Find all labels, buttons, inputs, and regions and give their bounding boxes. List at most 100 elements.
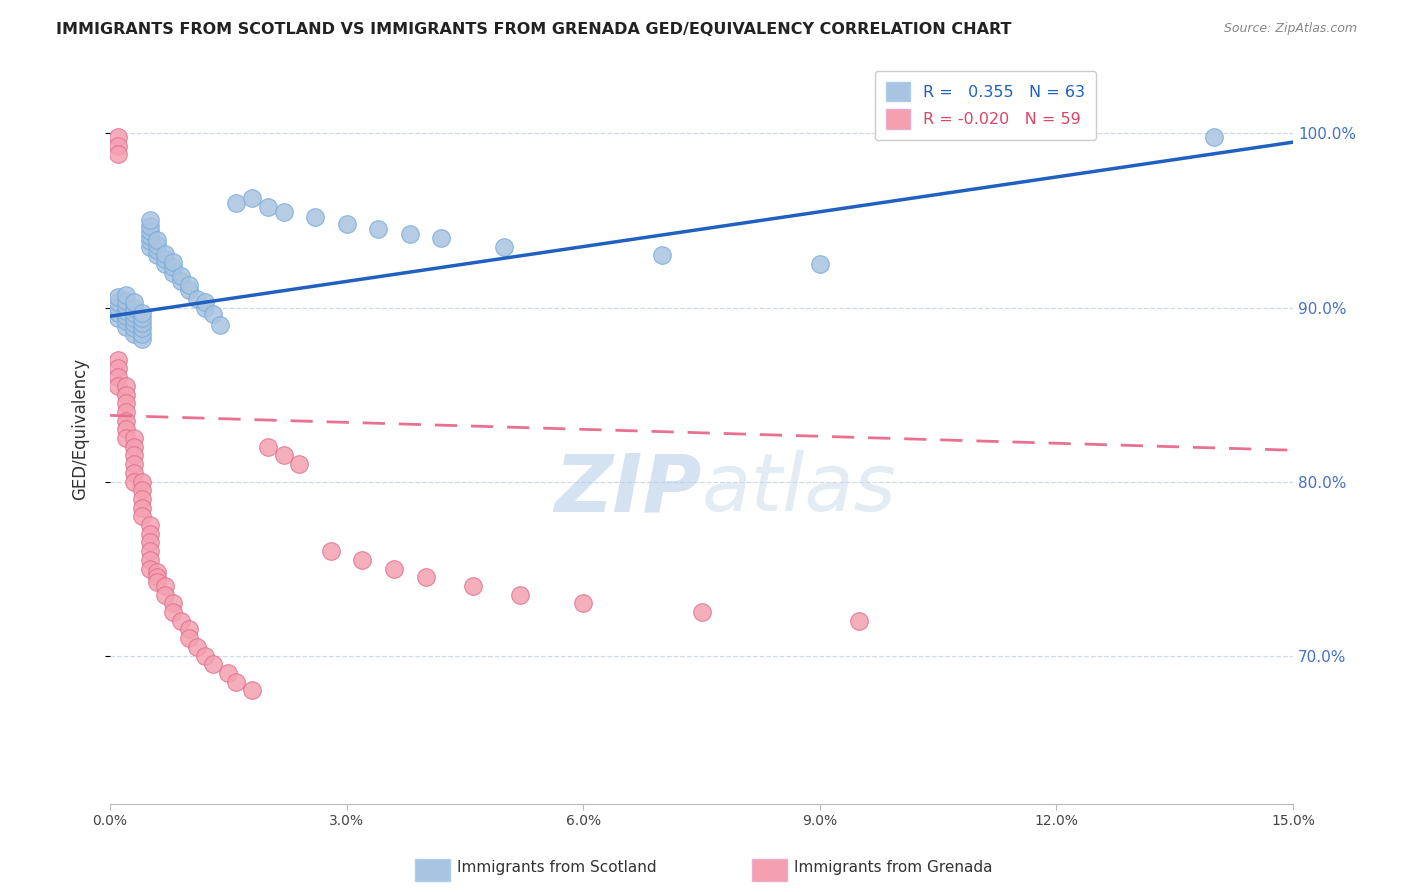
Point: [217, 665, 239, 680]
Point: [273, 449, 295, 463]
Point: [115, 288, 138, 302]
Point: [122, 431, 145, 445]
Point: [186, 640, 208, 654]
Point: [336, 217, 359, 231]
Point: [1204, 130, 1226, 145]
Point: [122, 457, 145, 471]
Point: [155, 579, 177, 593]
Point: [808, 257, 831, 271]
Point: [494, 239, 516, 253]
Point: [170, 269, 193, 284]
Point: [194, 301, 217, 315]
Point: [398, 227, 420, 242]
Point: [194, 295, 217, 310]
Point: [138, 561, 160, 575]
Point: [115, 304, 138, 318]
Point: [122, 321, 145, 335]
Point: [107, 379, 129, 393]
Point: [201, 308, 224, 322]
Point: [122, 316, 145, 330]
Point: [177, 283, 200, 297]
Point: [122, 301, 145, 315]
Point: [115, 379, 138, 393]
Point: [146, 565, 169, 579]
Point: [572, 596, 595, 610]
Point: [146, 243, 169, 257]
Point: [122, 440, 145, 454]
Point: [131, 306, 153, 320]
Text: Immigrants from Grenada: Immigrants from Grenada: [794, 860, 993, 874]
Text: IMMIGRANTS FROM SCOTLAND VS IMMIGRANTS FROM GRENADA GED/EQUIVALENCY CORRELATION : IMMIGRANTS FROM SCOTLAND VS IMMIGRANTS F…: [56, 22, 1012, 37]
Point: [162, 596, 184, 610]
Point: [352, 553, 374, 567]
Point: [651, 248, 673, 262]
Point: [177, 631, 200, 645]
Text: Immigrants from Scotland: Immigrants from Scotland: [457, 860, 657, 874]
Point: [122, 449, 145, 463]
Point: [170, 614, 193, 628]
Point: [115, 387, 138, 401]
Point: [138, 229, 160, 244]
Point: [146, 575, 169, 590]
Point: [146, 237, 169, 252]
Point: [131, 326, 153, 341]
Point: [131, 483, 153, 498]
Point: [107, 301, 129, 315]
Point: [367, 222, 389, 236]
Point: [430, 231, 453, 245]
Point: [131, 500, 153, 515]
Point: [107, 310, 129, 325]
Point: [256, 440, 278, 454]
Point: [138, 544, 160, 558]
Point: [415, 570, 437, 584]
Point: [138, 526, 160, 541]
Point: [115, 293, 138, 308]
Point: [115, 396, 138, 410]
Point: [115, 431, 138, 445]
Point: [122, 475, 145, 489]
Point: [162, 605, 184, 619]
Point: [131, 491, 153, 506]
Point: [162, 255, 184, 269]
Point: [107, 306, 129, 320]
Point: [319, 544, 342, 558]
Point: [240, 191, 263, 205]
Point: [177, 277, 200, 292]
Text: atlas: atlas: [702, 450, 896, 528]
Point: [382, 561, 405, 575]
Point: [138, 213, 160, 227]
Point: [509, 588, 531, 602]
Point: [122, 466, 145, 480]
Point: [115, 422, 138, 436]
Text: Source: ZipAtlas.com: Source: ZipAtlas.com: [1223, 22, 1357, 36]
Point: [131, 509, 153, 524]
Point: [177, 623, 200, 637]
Point: [107, 138, 129, 153]
Point: [225, 196, 247, 211]
Point: [115, 314, 138, 328]
Point: [146, 570, 169, 584]
Point: [122, 326, 145, 341]
Point: [107, 147, 129, 161]
Point: [155, 588, 177, 602]
Point: [107, 352, 129, 367]
Point: [848, 614, 870, 628]
Point: [107, 130, 129, 145]
Point: [115, 299, 138, 313]
Point: [107, 295, 129, 310]
Point: [131, 316, 153, 330]
Y-axis label: GED/Equivalency: GED/Equivalency: [72, 359, 89, 500]
Point: [146, 233, 169, 247]
Point: [115, 319, 138, 334]
Point: [155, 246, 177, 260]
Point: [155, 252, 177, 266]
Point: [155, 257, 177, 271]
Point: [138, 553, 160, 567]
Point: [256, 200, 278, 214]
Point: [304, 210, 326, 224]
Point: [138, 535, 160, 549]
Point: [240, 683, 263, 698]
Point: [131, 475, 153, 489]
Point: [170, 274, 193, 288]
Point: [690, 605, 713, 619]
